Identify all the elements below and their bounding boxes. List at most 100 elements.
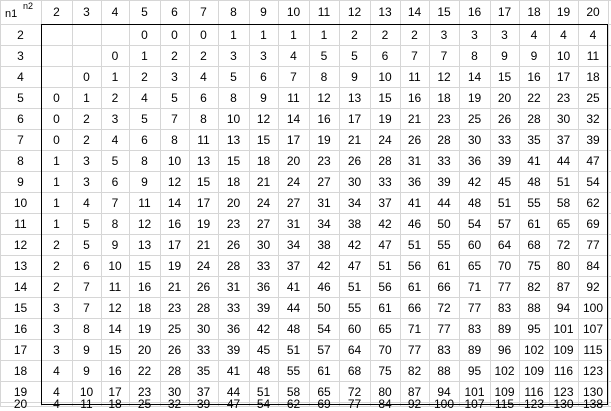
- table-cell[interactable]: 30: [347, 174, 362, 189]
- table-cell[interactable]: 0: [141, 27, 148, 42]
- table-cell[interactable]: 12: [437, 69, 451, 84]
- table-cell[interactable]: 2: [351, 27, 358, 42]
- row-header[interactable]: 10: [13, 195, 28, 210]
- row-header[interactable]: 13: [13, 258, 28, 273]
- table-cell[interactable]: 3: [501, 27, 508, 42]
- table-cell[interactable]: 35: [196, 363, 211, 378]
- table-cell[interactable]: 87: [556, 279, 571, 294]
- table-cell[interactable]: 1: [83, 90, 90, 105]
- table-cell[interactable]: 5: [83, 237, 90, 252]
- table-cell[interactable]: 11: [197, 132, 210, 147]
- table-cell[interactable]: 72: [437, 300, 451, 315]
- table-cell[interactable]: 15: [497, 69, 512, 84]
- table-cell[interactable]: 26: [497, 111, 512, 126]
- table-cell[interactable]: 39: [497, 153, 512, 168]
- table-cell[interactable]: 0: [53, 90, 60, 105]
- table-cell[interactable]: 36: [467, 153, 482, 168]
- table-cell[interactable]: 42: [347, 237, 362, 252]
- column-header[interactable]: 4: [111, 5, 119, 19]
- table-cell[interactable]: 95: [467, 363, 482, 378]
- table-cell[interactable]: 9: [83, 342, 90, 357]
- table-cell[interactable]: 35: [527, 132, 541, 147]
- table-cell[interactable]: 50: [437, 216, 451, 231]
- table-cell[interactable]: 51: [497, 195, 512, 210]
- table-cell[interactable]: [72, 24, 101, 45]
- table-cell[interactable]: 31: [226, 279, 241, 294]
- table-cell[interactable]: 31: [286, 216, 301, 231]
- table-cell[interactable]: 102: [494, 363, 515, 378]
- table-cell[interactable]: 66: [407, 300, 422, 315]
- table-cell[interactable]: 87: [407, 384, 422, 399]
- table-cell[interactable]: 30: [256, 237, 271, 252]
- table-cell[interactable]: 28: [196, 300, 211, 315]
- table-cell[interactable]: 11: [138, 195, 151, 210]
- table-cell[interactable]: 7: [290, 69, 297, 84]
- table-cell[interactable]: 0: [200, 27, 207, 42]
- table-cell[interactable]: [41, 45, 72, 66]
- table-cell[interactable]: 30: [467, 132, 482, 147]
- table-cell[interactable]: 16: [407, 90, 422, 105]
- table-cell[interactable]: 72: [556, 237, 571, 252]
- table-cell[interactable]: 16: [167, 216, 182, 231]
- table-cell[interactable]: 5: [171, 90, 178, 105]
- table-cell[interactable]: 11: [408, 69, 421, 84]
- table-cell[interactable]: 15: [108, 342, 122, 357]
- table-cell[interactable]: 96: [497, 342, 512, 357]
- table-cell[interactable]: 13: [196, 153, 211, 168]
- table-cell[interactable]: 3: [230, 48, 237, 63]
- table-cell[interactable]: 7: [411, 48, 418, 63]
- table-cell[interactable]: 6: [200, 90, 207, 105]
- table-cell[interactable]: 0: [171, 27, 178, 42]
- table-cell[interactable]: 26: [407, 132, 422, 147]
- table-cell[interactable]: 65: [556, 216, 571, 231]
- table-cell[interactable]: 0: [53, 111, 60, 126]
- table-cell[interactable]: 9: [501, 48, 508, 63]
- table-cell[interactable]: 8: [230, 90, 237, 105]
- table-cell[interactable]: 25: [137, 397, 152, 411]
- row-header[interactable]: 4: [17, 69, 24, 84]
- table-cell[interactable]: 47: [586, 153, 600, 168]
- table-cell[interactable]: 28: [167, 363, 182, 378]
- table-cell[interactable]: 84: [378, 397, 392, 411]
- column-header[interactable]: 10: [286, 5, 301, 19]
- row-header[interactable]: 12: [13, 237, 28, 252]
- table-cell[interactable]: 101: [553, 321, 574, 336]
- table-cell[interactable]: 50: [317, 300, 331, 315]
- table-cell[interactable]: 12: [167, 174, 182, 189]
- table-cell[interactable]: 3: [260, 48, 267, 63]
- column-header[interactable]: 18: [527, 5, 541, 19]
- table-cell[interactable]: 4: [83, 195, 90, 210]
- row-header[interactable]: 11: [14, 216, 27, 231]
- table-cell[interactable]: 61: [437, 258, 451, 273]
- table-cell[interactable]: 17: [196, 195, 211, 210]
- table-cell[interactable]: 23: [317, 153, 331, 168]
- table-cell[interactable]: 18: [108, 397, 122, 411]
- table-cell[interactable]: 109: [523, 363, 545, 378]
- table-cell[interactable]: 7: [111, 195, 119, 210]
- table-cell[interactable]: 10: [378, 69, 392, 84]
- table-cell[interactable]: 15: [378, 90, 392, 105]
- table-cell[interactable]: 12: [137, 216, 152, 231]
- table-cell[interactable]: 100: [433, 397, 455, 411]
- table-cell[interactable]: [101, 24, 129, 45]
- table-cell[interactable]: 107: [582, 321, 604, 336]
- table-cell[interactable]: 54: [586, 174, 600, 189]
- column-header[interactable]: 19: [556, 5, 571, 19]
- table-cell[interactable]: 15: [256, 132, 271, 147]
- table-cell[interactable]: 26: [167, 342, 182, 357]
- table-cell[interactable]: 30: [196, 321, 211, 336]
- row-header[interactable]: 2: [17, 27, 24, 42]
- table-cell[interactable]: 16: [527, 69, 541, 84]
- table-cell[interactable]: 3: [440, 27, 448, 42]
- table-cell[interactable]: [41, 24, 72, 45]
- table-cell[interactable]: 37: [286, 258, 301, 273]
- row-header[interactable]: 14: [13, 279, 28, 294]
- table-cell[interactable]: 7: [83, 279, 90, 294]
- table-cell[interactable]: 10: [79, 384, 94, 399]
- column-header[interactable]: 12: [347, 5, 362, 19]
- table-cell[interactable]: 28: [378, 153, 392, 168]
- table-cell[interactable]: 31: [407, 153, 422, 168]
- table-cell[interactable]: 28: [527, 111, 541, 126]
- table-cell[interactable]: 56: [378, 279, 392, 294]
- table-cell[interactable]: 10: [556, 48, 571, 63]
